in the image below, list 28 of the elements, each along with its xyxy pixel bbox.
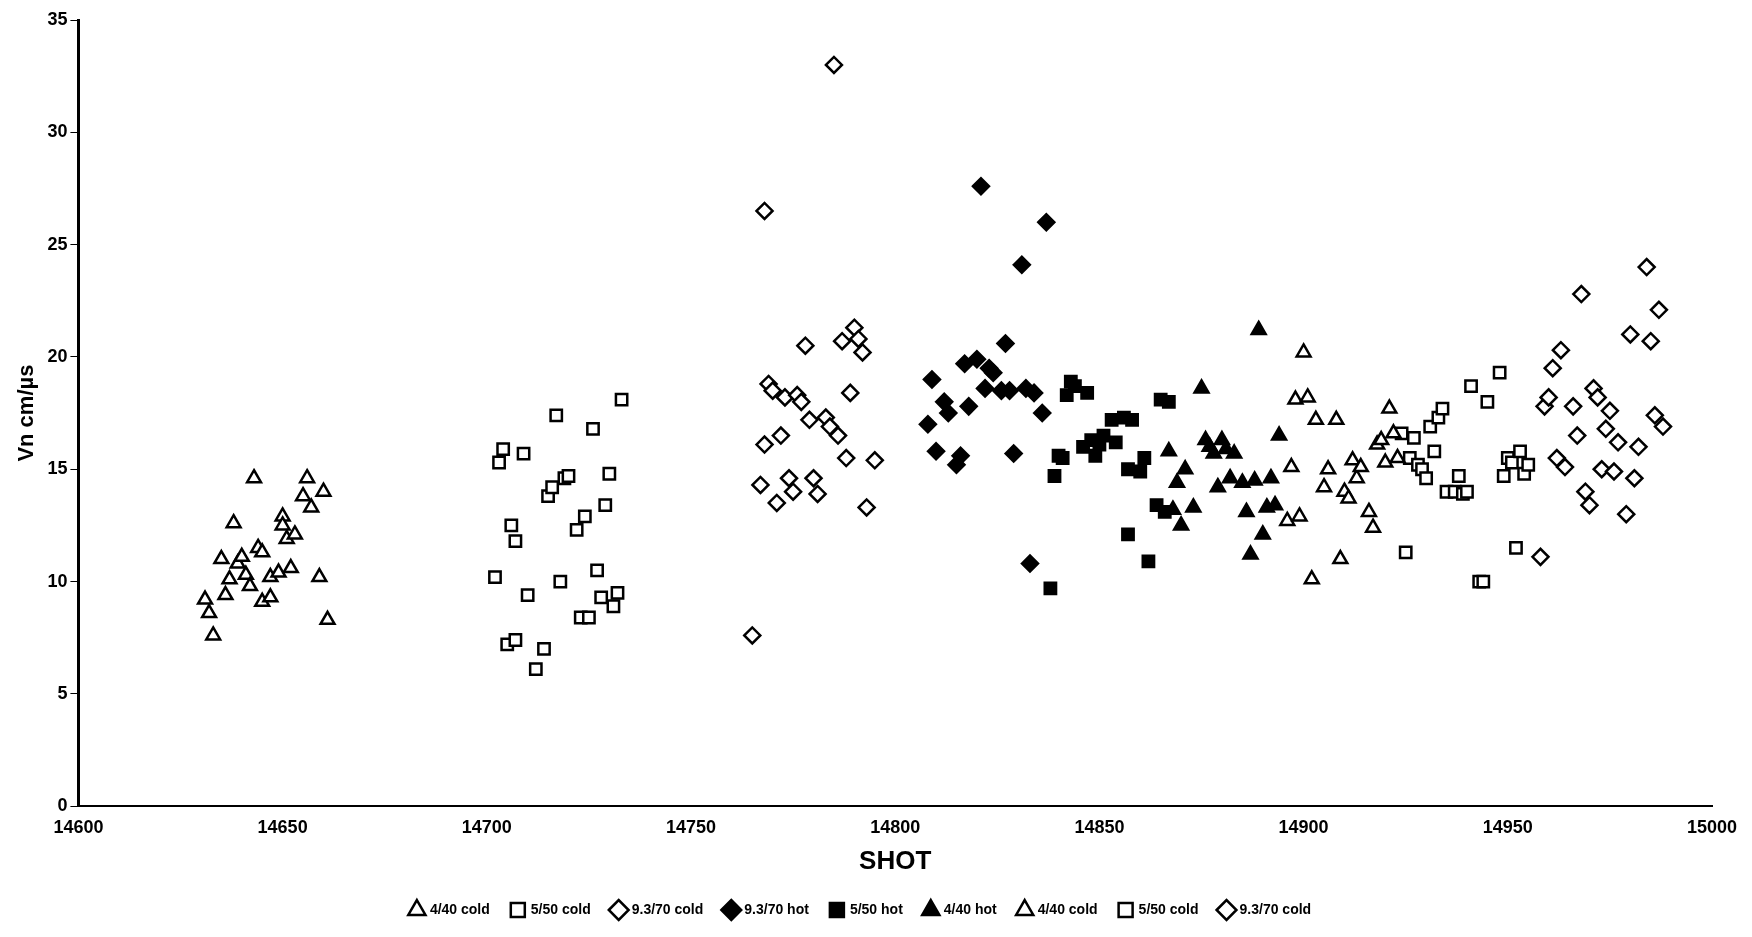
legend-label: 9.3/70 cold <box>631 900 704 917</box>
legend-label: 5/50 cold <box>530 900 591 917</box>
y-tick-label: 20 <box>47 345 68 366</box>
y-tick-label: 10 <box>47 570 68 591</box>
y-tick-label: 25 <box>47 233 68 254</box>
y-tick-label: 5 <box>57 682 68 703</box>
y-axis-title: Vn cm/µs <box>13 364 39 462</box>
x-axis-title: SHOT <box>859 844 932 875</box>
x-tick-label: 14950 <box>1482 816 1533 837</box>
legend-label: 4/40 hot <box>943 900 998 917</box>
legend-label: 5/50 hot <box>849 900 904 917</box>
legend-label: 4/40 cold <box>429 900 490 917</box>
x-tick-label: 14750 <box>665 816 717 837</box>
x-tick-label: 14900 <box>1278 816 1329 837</box>
x-tick-label: 14650 <box>257 816 308 837</box>
x-tick-label: 14600 <box>53 816 104 837</box>
y-tick-label: 0 <box>57 795 68 816</box>
legend-label: 4/40 cold <box>1037 900 1098 917</box>
x-tick-label: 14700 <box>461 816 512 837</box>
x-tick-label: 15000 <box>1686 816 1738 837</box>
y-tick-label: 15 <box>47 458 68 479</box>
x-tick-label: 14800 <box>870 816 921 837</box>
legend-label: 9.3/70 cold <box>1239 900 1312 917</box>
y-tick-label: 35 <box>47 8 68 29</box>
y-tick-label: 30 <box>47 121 68 142</box>
legend-label: 5/50 cold <box>1138 900 1199 917</box>
legend-label: 9.3/70 hot <box>744 900 810 917</box>
x-tick-label: 14850 <box>1074 816 1125 837</box>
